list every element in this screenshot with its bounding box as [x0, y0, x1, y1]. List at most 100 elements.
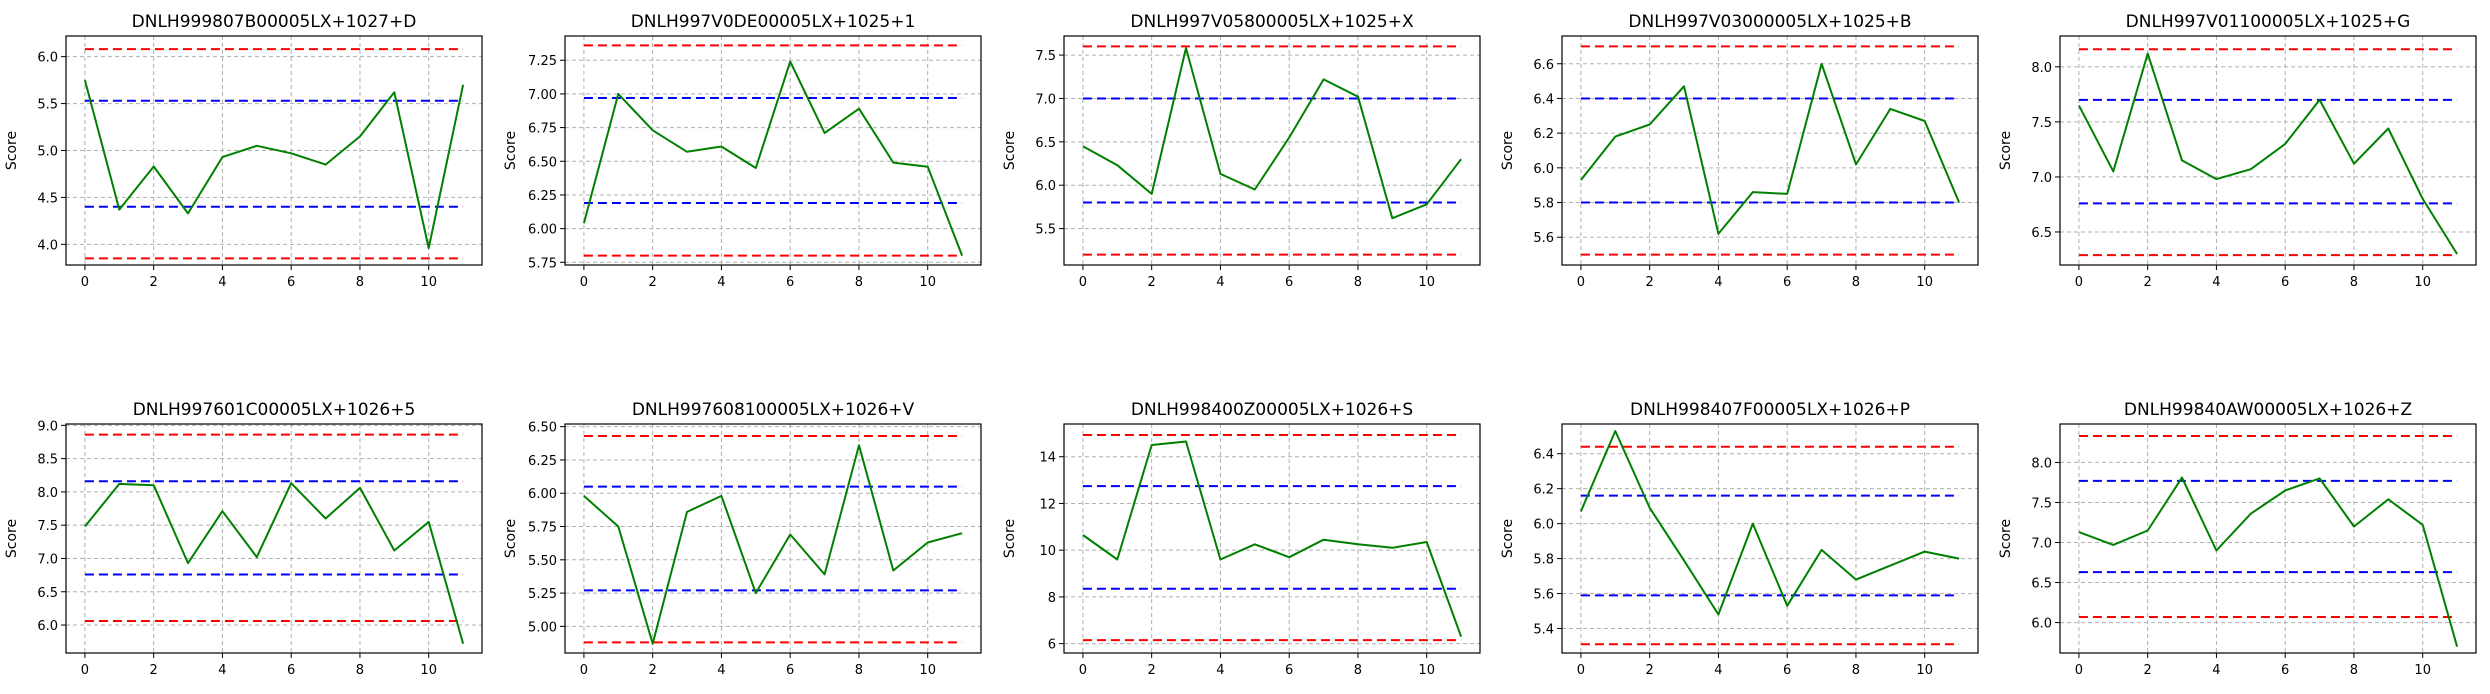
subplot-title: DNLH997V01100005LX+1025+G [2126, 12, 2411, 32]
y-axis-label: Score [1002, 519, 1018, 558]
y-tick-label: 6 [1048, 638, 1056, 653]
y-tick-label: 5.6 [1533, 588, 1554, 603]
y-tick-label: 5.5 [1035, 223, 1056, 238]
x-tick-label: 10 [1418, 663, 1435, 678]
x-tick-label: 6 [2281, 275, 2289, 290]
subplot-title: DNLH997V0DE00005LX+1025+1 [631, 12, 916, 32]
axes-frame [564, 423, 982, 654]
y-tick-label: 8.0 [2031, 61, 2052, 76]
y-tick-label: 7.0 [2031, 537, 2052, 552]
subplot-1: 0 2 4 6 8 10 4.0 4.5 5.0 5.5 6.0 DNLH999807B00005LX… [4, 12, 483, 290]
x-tick-label: 8 [2350, 275, 2358, 290]
y-tick-label: 7.0 [37, 552, 58, 567]
x-tick-label: 6 [1285, 663, 1293, 678]
y-tick-label: 7.5 [2031, 496, 2052, 511]
y-tick-label: 6.00 [528, 487, 557, 502]
x-tick-label: 0 [580, 275, 588, 290]
y-tick-label: 7.00 [528, 88, 557, 103]
x-tick-label: 6 [287, 275, 295, 290]
score-series-line [1082, 440, 1463, 637]
x-tick-label: 10 [1916, 663, 1933, 678]
score-series-line [1579, 430, 1960, 616]
x-tick-label: 2 [1646, 663, 1654, 678]
x-tick-label: 6 [1783, 275, 1791, 290]
score-series-line [1580, 62, 1961, 235]
y-tick-label: 5.0 [37, 145, 58, 160]
y-axis-label: Score [1002, 131, 1018, 170]
y-tick-label: 5.4 [1533, 623, 1554, 638]
y-tick-label: 7.0 [1035, 92, 1056, 107]
subplot-2: 0 2 4 6 8 10 5.75 6.00 6.25 6.50 6.75 7.00 7.25 DNLH9… [503, 12, 982, 290]
y-tick-label: 5.25 [528, 587, 557, 602]
x-tick-label: 8 [855, 275, 863, 290]
subplot-5: 0 2 4 6 8 10 6.5 7.0 7.5 8.0 DNLH997V01100005LX+10… [1998, 12, 2477, 290]
y-tick-label: 6.5 [2031, 577, 2052, 592]
score-series-line [1082, 47, 1462, 220]
x-tick-label: 8 [1354, 275, 1362, 290]
x-tick-label: 10 [919, 663, 936, 678]
x-tick-label: 2 [150, 275, 158, 290]
y-tick-label: 7.0 [2031, 171, 2052, 186]
x-tick-label: 0 [2075, 275, 2083, 290]
score-series-line [2078, 52, 2458, 255]
subplot-title: DNLH997608100005LX+1026+V [632, 400, 915, 420]
y-axis-label: Score [1998, 131, 2014, 170]
y-axis-label: Score [503, 519, 519, 558]
y-tick-label: 8.0 [37, 486, 58, 501]
axes-frame [2059, 423, 2477, 654]
y-tick-label: 7.5 [37, 519, 58, 534]
x-tick-label: 2 [649, 275, 657, 290]
y-tick-label: 6.0 [1035, 179, 1056, 194]
x-tick-label: 4 [218, 663, 226, 678]
x-tick-label: 4 [1216, 275, 1224, 290]
subplot-3: 0 2 4 6 8 10 5.5 6.0 6.5 7.0 7.5 DNLH997V05800005LX… [1002, 12, 1481, 290]
axes-frame [1063, 423, 1481, 654]
y-tick-label: 7.25 [528, 54, 557, 69]
x-tick-label: 6 [2281, 663, 2289, 678]
subplot-title: DNLH998400Z00005LX+1026+S [1131, 400, 1413, 420]
y-axis-label: Score [1500, 131, 1516, 170]
score-series-line [583, 444, 963, 645]
y-tick-label: 5.75 [528, 521, 557, 536]
y-tick-label: 7.5 [1035, 49, 1056, 64]
y-tick-label: 5.75 [528, 256, 557, 271]
y-tick-label: 6.0 [1533, 162, 1554, 177]
x-tick-label: 10 [2414, 275, 2431, 290]
y-tick-label: 6.0 [37, 51, 58, 66]
x-tick-label: 0 [1079, 275, 1087, 290]
subplot-title: DNLH99840AW00005LX+1026+Z [2124, 400, 2412, 420]
x-tick-label: 4 [1714, 275, 1722, 290]
score-series-line [582, 60, 964, 256]
x-tick-label: 2 [150, 663, 158, 678]
y-tick-label: 12 [1039, 497, 1056, 512]
x-tick-label: 6 [1783, 663, 1791, 678]
x-tick-label: 2 [649, 663, 657, 678]
y-tick-label: 5.6 [1533, 231, 1554, 246]
subplot-9: 0 2 4 6 8 10 5.4 5.6 5.8 6.0 6.2 6.4 DNLH998407F0000… [1500, 400, 1979, 678]
x-tick-label: 0 [1577, 663, 1585, 678]
y-axis-label: Score [503, 131, 519, 170]
y-tick-label: 6.6 [1533, 58, 1554, 73]
x-tick-label: 0 [81, 275, 89, 290]
x-tick-label: 8 [855, 663, 863, 678]
subplot-title: DNLH997V05800005LX+1025+X [1130, 12, 1414, 32]
y-tick-label: 9.0 [37, 419, 58, 434]
y-tick-label: 6.4 [1533, 448, 1554, 463]
y-tick-label: 5.5 [37, 98, 58, 113]
y-tick-label: 6.25 [528, 189, 557, 204]
y-tick-label: 4.5 [37, 191, 58, 206]
subplot-7: 0 2 4 6 8 10 5.00 5.25 5.50 5.75 6.00 6.25 6.50 DNLH9… [503, 400, 982, 678]
score-series-line [84, 482, 465, 644]
x-tick-label: 0 [2075, 663, 2083, 678]
y-tick-label: 6.5 [1035, 136, 1056, 151]
x-tick-label: 6 [786, 275, 794, 290]
score-series-line [83, 79, 465, 250]
y-tick-label: 5.8 [1533, 197, 1554, 212]
x-tick-label: 4 [1714, 663, 1722, 678]
x-tick-label: 8 [356, 275, 364, 290]
x-tick-label: 6 [786, 663, 794, 678]
x-tick-label: 8 [2350, 663, 2358, 678]
y-tick-label: 6.0 [1533, 518, 1554, 533]
